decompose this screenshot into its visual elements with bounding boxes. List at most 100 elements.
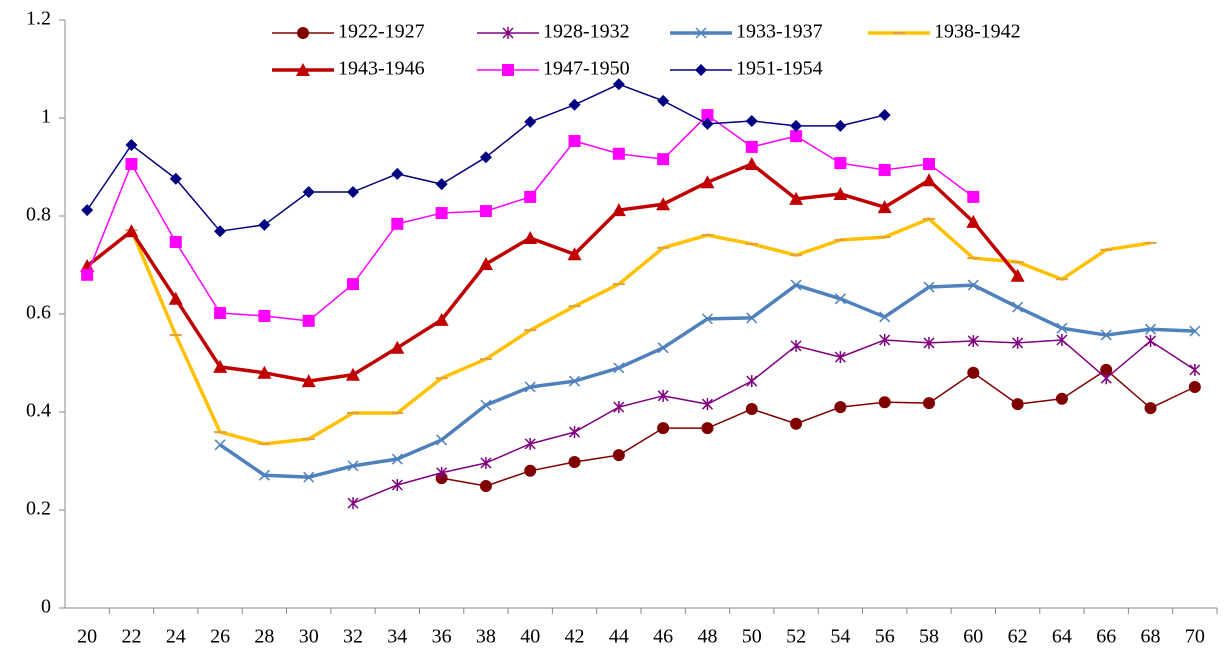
legend-marker [296,63,310,76]
marker [744,157,759,171]
x-tick-label: 22 [121,626,141,648]
x-tick-label: 28 [254,626,274,648]
marker [745,403,758,416]
x-tick-label: 50 [742,626,762,648]
marker [1055,392,1068,405]
marker [1145,323,1157,335]
marker [878,109,891,122]
marker [168,291,183,305]
marker [657,94,670,107]
marker [790,339,802,352]
marker [1100,372,1112,385]
marker [391,217,404,230]
marker [1056,333,1068,346]
marker [834,401,847,414]
y-tick-label: 0.4 [26,400,51,422]
marker [612,78,625,91]
marker [435,178,448,191]
x-tick-label: 52 [786,626,806,648]
legend-item: 1928-1932 [477,21,630,43]
legend-item: 1933-1937 [670,21,823,43]
x-tick-label: 26 [210,626,230,648]
y-tick-label: 0.6 [26,302,51,324]
marker [746,375,758,388]
marker [214,307,227,320]
marker [656,197,671,211]
legend-marker [695,27,707,39]
marker [347,460,359,472]
marker [125,138,138,151]
marker [479,479,492,492]
marker [657,422,670,435]
legend-item: 1938-1942 [868,21,1021,43]
marker [258,218,271,231]
x-tick-label: 40 [520,626,540,648]
x-tick-label: 58 [919,626,939,648]
marker [524,381,536,393]
marker [657,153,670,166]
marker [1012,301,1024,313]
series-line [86,114,974,322]
marker [302,185,315,198]
marker [967,366,980,379]
marker [700,175,715,189]
marker [303,471,315,483]
x-tick-label: 70 [1185,626,1205,648]
marker [1012,336,1024,349]
series [80,157,1025,388]
legend-label: 1928-1932 [543,21,630,43]
marker [569,375,581,387]
marker [657,342,669,354]
x-tick-label: 64 [1052,626,1072,648]
marker [834,351,846,364]
x-tick-label: 46 [653,626,673,648]
series [214,279,1201,483]
legend-item: 1951-1954 [670,58,823,80]
y-tick-label: 0.2 [26,498,51,520]
marker [125,158,138,171]
marker [923,397,935,410]
marker [1100,329,1112,341]
marker [1010,268,1025,282]
marker [1145,334,1157,347]
x-tick-label: 62 [1008,626,1028,648]
legend-label: 1922-1927 [338,21,425,43]
x-tick-label: 36 [432,626,452,648]
marker [1056,322,1068,334]
x-tick-label: 38 [476,626,496,648]
series-line [129,217,1151,446]
marker [524,190,537,203]
marker [1011,398,1024,411]
legend-label: 1933-1937 [736,21,823,43]
marker [478,257,493,271]
marker [436,466,448,479]
marker [567,247,582,261]
marker [613,362,625,374]
x-tick-label: 60 [963,626,983,648]
x-tick-label: 66 [1096,626,1116,648]
marker [1188,381,1201,394]
marker [524,115,537,128]
legend-label: 1951-1954 [736,58,823,80]
marker [701,109,714,122]
marker [479,151,492,164]
marker [480,456,492,469]
legend-marker [297,27,309,39]
marker [169,235,182,248]
marker [524,437,536,450]
x-tick-label: 20 [77,626,97,648]
marker [479,205,492,218]
marker [745,140,758,153]
marker [346,367,360,381]
marker [877,200,892,214]
y-tick-label: 1.2 [26,8,51,30]
marker [1144,402,1157,415]
marker [1189,363,1201,376]
series [435,363,1201,492]
marker [80,258,95,272]
series-line [352,339,1196,504]
marker [258,469,270,481]
marker [611,203,626,217]
